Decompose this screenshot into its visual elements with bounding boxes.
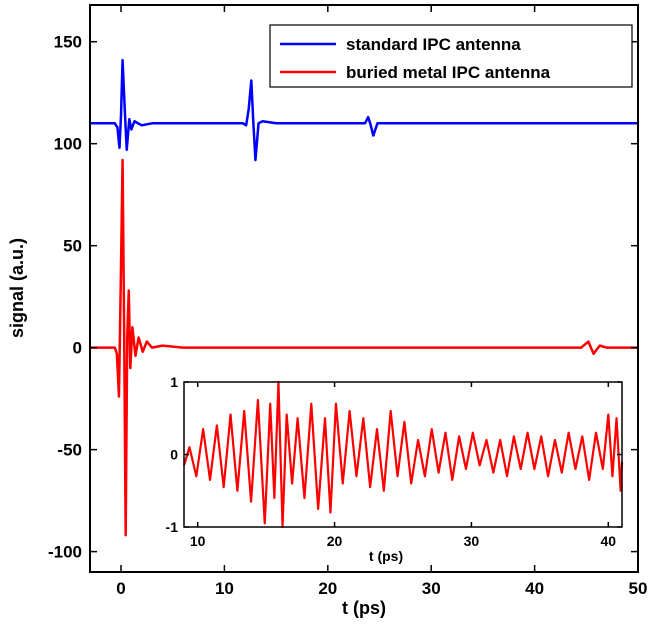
main-y-tick-label: 50 <box>63 237 82 256</box>
main-series-layer <box>90 58 638 537</box>
inset-y-tick-label: -1 <box>166 519 179 535</box>
legend: standard IPC antenna buried metal IPC an… <box>269 24 633 88</box>
main-x-tick-label: 40 <box>525 579 544 598</box>
main-y-tick-label: -50 <box>57 441 82 460</box>
main-x-tick-label: 30 <box>422 579 441 598</box>
inset-background <box>184 382 622 527</box>
main-x-tick-label: 0 <box>116 579 125 598</box>
inset-x-tick-label: 30 <box>464 533 480 549</box>
inset-chart: 10 20 30 40 -1 0 1 t (ps) <box>166 374 624 564</box>
legend-box <box>269 24 633 88</box>
inset-series-layer <box>182 380 624 529</box>
main-y-tick-label: 0 <box>73 339 82 358</box>
main-y-tick-label: -100 <box>48 543 82 562</box>
inset-y-tick-label: 1 <box>170 374 178 390</box>
main-series-line-0 <box>90 58 638 162</box>
main-series-line-1 <box>90 158 638 537</box>
main-x-tick-label: 20 <box>318 579 337 598</box>
legend-label-standard: standard IPC antenna <box>346 35 521 54</box>
main-y-tick-label: 150 <box>54 33 82 52</box>
main-x-axis-label: t (ps) <box>342 598 386 618</box>
main-y-tick-label: 100 <box>54 135 82 154</box>
inset-series-line-0 <box>182 380 624 529</box>
inset-x-axis-label: t (ps) <box>369 548 403 564</box>
legend-label-buried: buried metal IPC antenna <box>346 63 551 82</box>
inset-x-tick-label: 10 <box>190 533 206 549</box>
inset-y-tick-label: 0 <box>170 447 178 463</box>
main-plot-frame <box>89 4 639 573</box>
inset-x-tick-label: 40 <box>601 533 617 549</box>
inset-x-tick-label: 20 <box>327 533 343 549</box>
inset-ticks: 10 20 30 40 -1 0 1 <box>166 374 622 549</box>
main-x-tick-label: 10 <box>215 579 234 598</box>
main-y-axis-label: signal (a.u.) <box>7 238 27 338</box>
main-x-tick-label: 50 <box>629 579 648 598</box>
